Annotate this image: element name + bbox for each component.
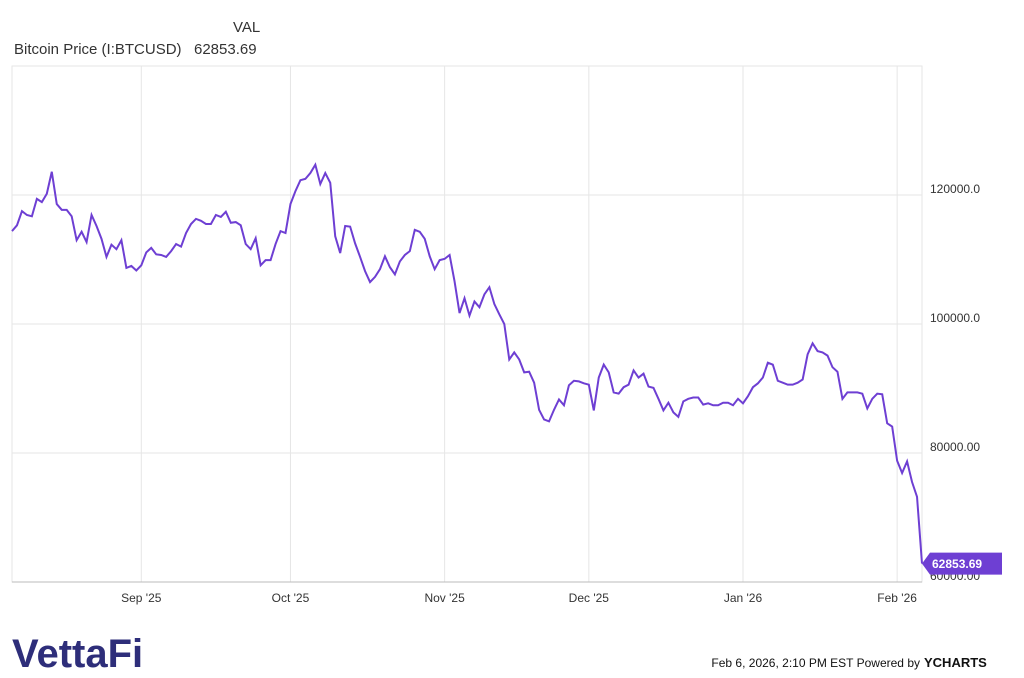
y-tick-label: 120000.0 [930, 182, 980, 196]
last-value-badge [922, 552, 1002, 575]
y-tick-label: 100000.0 [930, 311, 980, 325]
x-tick-label: Sep '25 [121, 591, 162, 605]
price-line [11, 162, 923, 564]
x-tick-label: Jan '26 [724, 591, 763, 605]
header-label: VAL [233, 19, 260, 36]
last-value: 62853.69 [194, 41, 257, 58]
last-value-label: 62853.69 [932, 557, 982, 571]
x-tick-label: Oct '25 [272, 591, 310, 605]
brand-logo: VettaFi [12, 632, 143, 676]
y-tick-label: 80000.00 [930, 440, 980, 454]
x-tick-label: Dec '25 [569, 591, 610, 605]
footer-timestamp: Feb 6, 2026, 2:10 PM EST Powered by [711, 656, 920, 670]
footer-provider: YCHARTS [924, 655, 987, 670]
x-tick-label: Nov '25 [424, 591, 465, 605]
x-tick-label: Feb '26 [877, 591, 917, 605]
series-name: Bitcoin Price (I:BTCUSD) [14, 41, 182, 58]
